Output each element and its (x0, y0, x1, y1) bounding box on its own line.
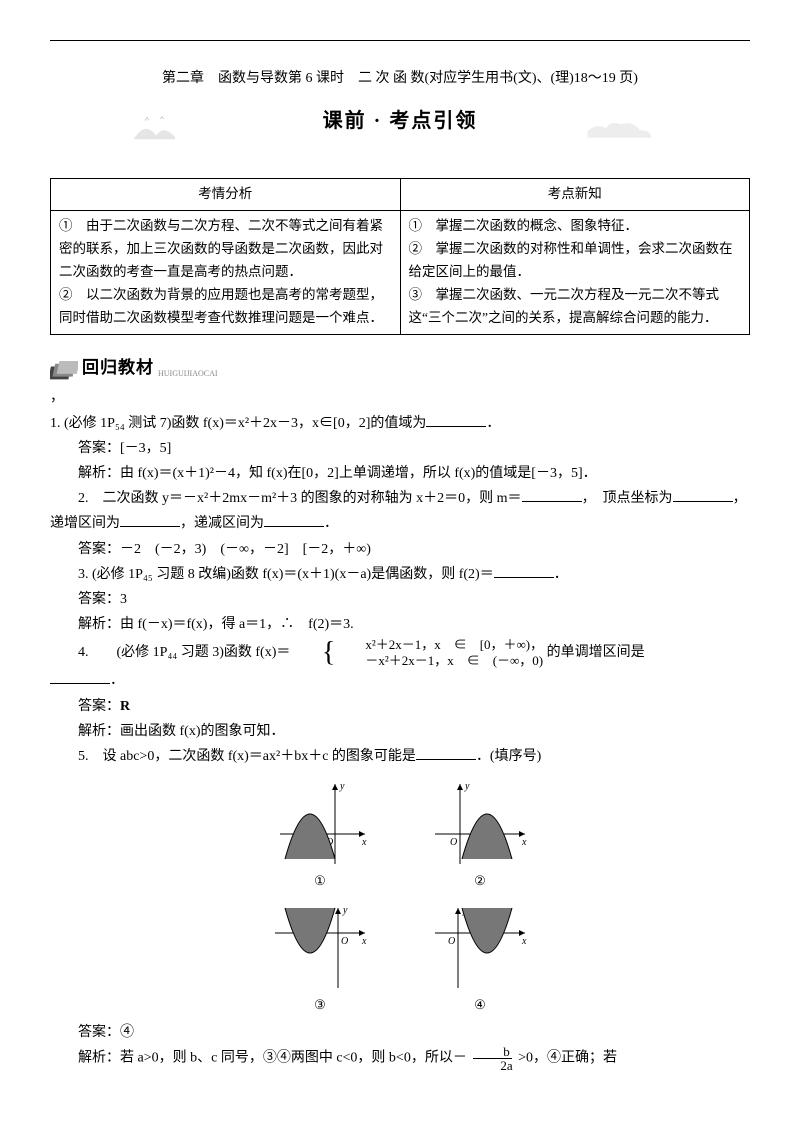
svg-text:y: y (342, 905, 348, 916)
blank (522, 487, 582, 502)
banner-text: 课前 · 考点引领 (323, 103, 478, 139)
q5-answer: 答案：④ (50, 1020, 750, 1045)
piecewise: { x²＋2x－1，x ∈ [0，＋∞)， －x²＋2x－1，x ∈ (－∞，0… (294, 637, 543, 668)
graph-row-2: x y O ③ x y O ④ (50, 903, 750, 1016)
q3-answer: 答案：3 (50, 587, 750, 612)
q1-explain: 解析：由 f(x)＝(x＋1)²－4，知 f(x)在[0，2]上单调递增，所以 … (50, 461, 750, 486)
q3-explain: 解析：由 f(－x)＝f(x)，得 a＝1，∴ f(2)＝3. (50, 612, 750, 637)
graph-2: x y O ② (430, 779, 530, 892)
books-icon (50, 361, 78, 383)
svg-text:x: x (361, 837, 367, 848)
svg-text:O: O (448, 936, 455, 947)
svg-text:O: O (341, 936, 348, 947)
q3-text: 3. (必修 1P₄₅ 习题 8 改编)函数 f(x)＝(x＋1)(x－a)是偶… (50, 562, 750, 587)
q5-explain: 解析：若 a>0，则 b、c 同号，③④两图中 c<0，则 b<0，所以－ b … (50, 1045, 750, 1072)
top-rule (50, 40, 750, 41)
blank (426, 412, 486, 427)
mountain-icon (130, 113, 205, 143)
table-header-right: 考点新知 (400, 179, 750, 211)
q5-text: 5. 设 abc>0，二次函数 f(x)＝ax²＋bx＋c 的图象可能是．(填序… (50, 744, 750, 769)
q1-text: ， 1. (必修 1P₅₄ 测试 7)函数 f(x)＝x²＋2x－3，x∈[0，… (50, 385, 750, 435)
banner: 课前 · 考点引领 (50, 103, 750, 158)
section-pinyin: HUIGUIJIAOCAI (158, 367, 218, 381)
q1-body: 1. (必修 1P₅₄ 测试 7)函数 f(x)＝x²＋2x－3，x∈[0，2]… (50, 416, 426, 431)
q4-blank-line: ． (50, 668, 750, 693)
brace-icon: { (294, 639, 335, 667)
blank (120, 512, 180, 527)
svg-text:y: y (464, 781, 470, 792)
q2-text: 2. 二次函数 y＝－x²＋2mx－m²＋3 的图象的对称轴为 x＋2＝0，则 … (50, 486, 750, 536)
chapter-title: 第二章 函数与导数第 6 课时 二 次 函 数(对应学生用书(文)、(理)18～… (50, 66, 750, 91)
blank (494, 563, 554, 578)
section-heading: 回归教材 HUIGUIJIAOCAI (50, 353, 750, 384)
svg-text:x: x (521, 837, 527, 848)
table-cell-left: ① 由于二次函数与二次方程、二次不等式之间有着紧密的联系，加上三次函数的导函数是… (51, 211, 401, 335)
svg-text:x: x (521, 936, 527, 947)
graph-1: x y O ① (270, 779, 370, 892)
q4-text: 4. (必修 1P₄₄ 习题 3)函数 f(x)＝ { x²＋2x－1，x ∈ … (50, 637, 750, 668)
page: 第二章 函数与导数第 6 课时 二 次 函 数(对应学生用书(文)、(理)18～… (50, 0, 750, 1092)
graph-4: x y O ④ (430, 903, 530, 1016)
q1-answer: 答案：[－3，5] (50, 436, 750, 461)
graph-3: x y O ③ (270, 903, 370, 1016)
table-cell-right: ① 掌握二次函数的概念、图象特征． ② 掌握二次函数的对称性和单调性，会求二次函… (400, 211, 750, 335)
q2-answer: 答案：－2 (－2，3) (－∞，－2] [－2，＋∞) (50, 537, 750, 562)
fraction: b 2a (470, 1045, 514, 1072)
blank (673, 487, 733, 502)
svg-text:x: x (361, 936, 367, 947)
graph-row-1: x y O ① x y O ② (50, 779, 750, 892)
blank (50, 669, 110, 684)
svg-text:O: O (450, 837, 457, 848)
cloud-icon (580, 113, 670, 143)
svg-text:y: y (339, 781, 345, 792)
q4-answer: 答案：R (50, 694, 750, 719)
blank (416, 745, 476, 760)
table-header-left: 考情分析 (51, 179, 401, 211)
blank (264, 512, 324, 527)
analysis-table: 考情分析 考点新知 ① 由于二次函数与二次方程、二次不等式之间有着紧密的联系，加… (50, 178, 750, 335)
q4-explain: 解析：画出函数 f(x)的图象可知． (50, 719, 750, 744)
section-title: 回归教材 (82, 353, 154, 384)
